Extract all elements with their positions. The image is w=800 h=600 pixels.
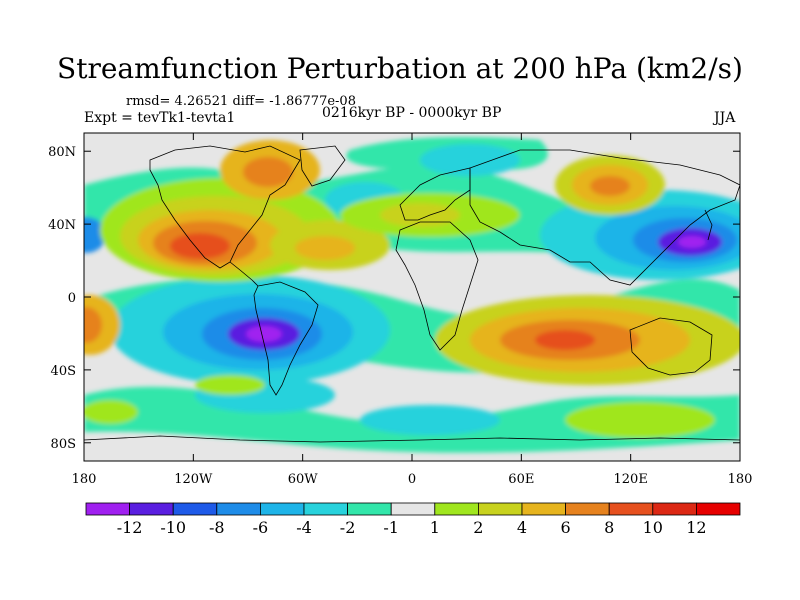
- colorbar-swatch: [85, 502, 130, 516]
- y-tick-label: 0: [68, 291, 76, 306]
- colorbar-label: 8: [604, 518, 614, 537]
- colorbar-swatch: [129, 502, 174, 516]
- colorbar-label: 10: [643, 518, 663, 537]
- colorbar-label: 4: [517, 518, 527, 537]
- west-pacific-low-center: [678, 236, 706, 248]
- colorbar-label: -8: [209, 518, 225, 537]
- greenland-coast: [299, 145, 346, 187]
- africa-coast: [395, 221, 479, 351]
- season-label: JJA: [714, 110, 736, 126]
- coastlines: [84, 145, 740, 443]
- experiment-label: Expt = tevTk1-tevta1: [84, 110, 236, 126]
- colorbar: -12 -10 -8 -6 -4 -2 -1 1 2 4 6 8 10 12: [85, 502, 741, 537]
- colorbar-label: -2: [340, 518, 356, 537]
- colorbar-swatch: [259, 502, 305, 516]
- colorbar-swatch: [521, 502, 566, 516]
- period-label: 0216kyr BP - 0000kyr BP: [322, 105, 502, 121]
- x-tick-label: 60E: [508, 472, 534, 487]
- colorbar-swatch: [347, 502, 392, 516]
- colorbar-label: -6: [253, 518, 269, 537]
- antarctica-coast: [84, 435, 740, 443]
- asia-coast: [469, 149, 740, 286]
- map-area: [84, 133, 740, 461]
- colorbar-label: 1: [430, 518, 440, 537]
- greenland-high-core: [243, 157, 293, 187]
- y-tick-label: 40N: [48, 218, 76, 233]
- atlantic-high-core: [295, 236, 355, 260]
- north-america-coast: [149, 145, 301, 269]
- colorbar-swatch: [434, 502, 479, 516]
- axis-ticks: 180 120W 60W 0 60E 120E 180 80N 40N 0 40S 80S: [48, 133, 752, 487]
- europe-coast: [399, 167, 471, 221]
- south-america-coast: [253, 281, 319, 396]
- north-america-high-center: [170, 233, 230, 259]
- y-tick-label: 80N: [48, 145, 76, 160]
- x-tick-label: 60W: [288, 472, 319, 487]
- stats-text: rmsd= 4.26521 diff= -1.86777e-08: [126, 94, 356, 109]
- x-tick-label: 120E: [614, 472, 648, 487]
- colorbar-swatch: [696, 502, 741, 516]
- colorbar-label: 6: [561, 518, 571, 537]
- colorbar-swatch: [216, 502, 261, 516]
- colorbar-swatch: [477, 502, 523, 516]
- x-tick-label: 180: [72, 472, 97, 487]
- x-tick-label: 180: [728, 472, 753, 487]
- x-tick-label: 120W: [174, 472, 213, 487]
- x-tick-label: 0: [408, 472, 416, 487]
- colorbar-swatch: [608, 502, 654, 516]
- eurasia-high-core: [380, 203, 460, 227]
- colorbar-label: -1: [383, 518, 399, 537]
- colorbar-swatch: [652, 502, 697, 516]
- y-tick-label: 40S: [51, 364, 76, 379]
- colorbar-label: -10: [160, 518, 186, 537]
- southern-high-west: [84, 400, 138, 424]
- southern-high-east: [565, 402, 715, 438]
- colorbar-label: -4: [296, 518, 312, 537]
- colorbar-label: 2: [473, 518, 483, 537]
- central-america-coast: [229, 261, 259, 287]
- colorbar-swatch: [172, 502, 218, 516]
- colorbar-label: 12: [686, 518, 706, 537]
- australia-coast: [629, 317, 713, 376]
- indian-ocean-high-center: [535, 330, 595, 350]
- colorbar-swatch: [303, 502, 348, 516]
- eurasia-low: [420, 144, 520, 176]
- south-america-low-center: [246, 326, 282, 342]
- southern-low: [360, 405, 500, 435]
- colorbar-swatch: [565, 502, 610, 516]
- south-pacific-high-west-core: [84, 307, 102, 343]
- central-asia-high-core: [590, 176, 630, 196]
- colorbar-swatch: [390, 502, 436, 516]
- japan-coast: [704, 209, 713, 241]
- chart-title: Streamfunction Perturbation at 200 hPa (…: [57, 52, 743, 85]
- southern-high-mid: [195, 375, 265, 395]
- colorbar-label: -12: [117, 518, 143, 537]
- y-tick-label: 80S: [51, 437, 76, 452]
